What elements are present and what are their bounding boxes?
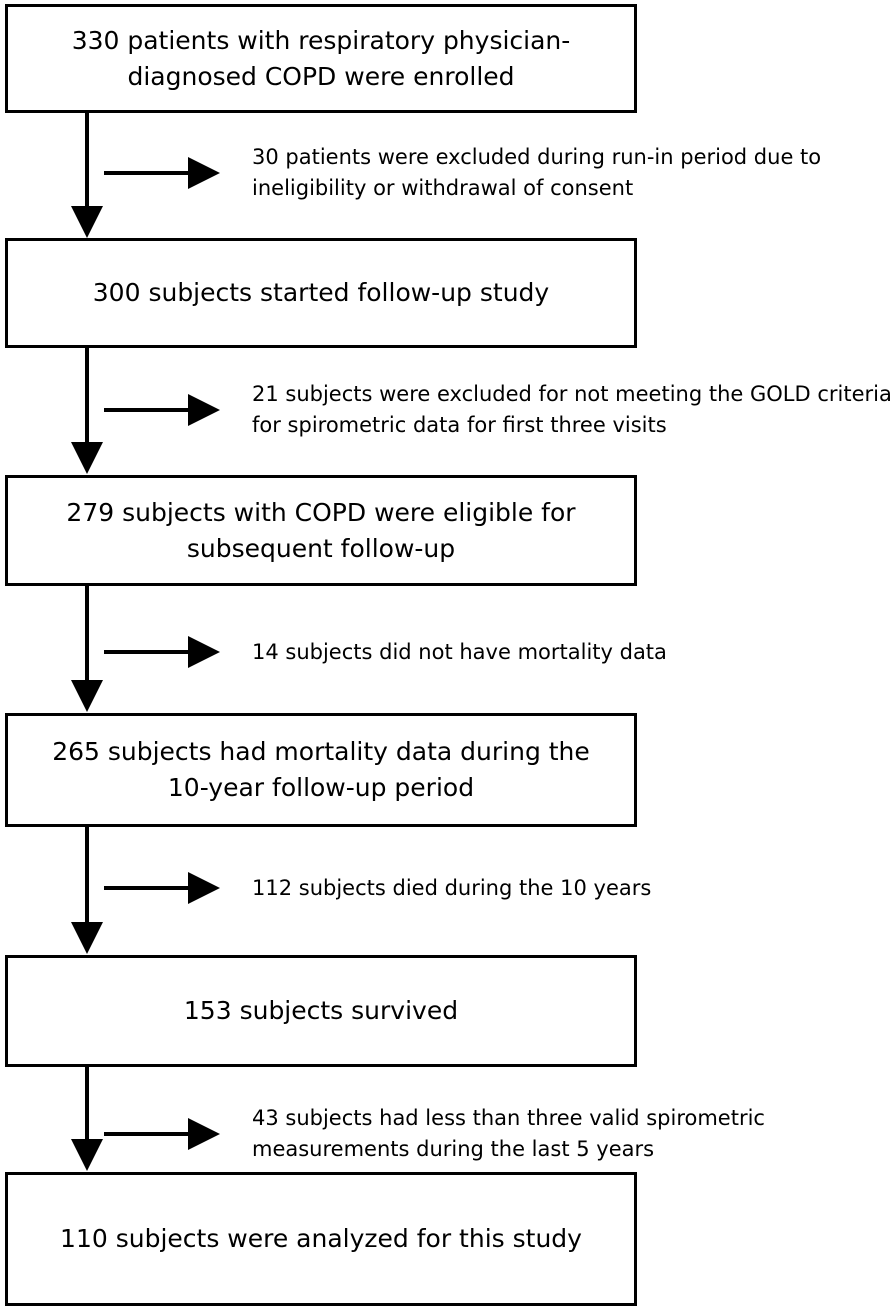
box-mortality: 265 subjects had mortality data during t… — [5, 713, 637, 827]
exclusion-gold: 21 subjects were excluded for not meetin… — [252, 379, 892, 441]
box-enrolled: 330 patients with respiratory physician-… — [5, 4, 637, 113]
exclusion-spirometric: 43 subjects had less than three valid sp… — [252, 1103, 852, 1165]
exclusion-no-mortality: 14 subjects did not have mortality data — [252, 637, 667, 668]
box-eligible-text: 279 subjects with COPD were eligible for… — [66, 497, 576, 563]
box-eligible: 279 subjects with COPD were eligible for… — [5, 475, 637, 586]
exclusion-died-text: 112 subjects died during the 10 years — [252, 876, 652, 900]
box-started-text: 300 subjects started follow-up study — [92, 278, 550, 307]
exclusion-died: 112 subjects died during the 10 years — [252, 873, 651, 904]
box-started: 300 subjects started follow-up study — [5, 238, 637, 348]
box-survived-text: 153 subjects survived — [183, 996, 459, 1025]
exclusion-run-in-text: 30 patients were excluded during run-in … — [252, 145, 822, 200]
box-survived: 153 subjects survived — [5, 955, 637, 1067]
box-enrolled-text: 330 patients with respiratory physician-… — [71, 25, 571, 91]
box-analyzed-text: 110 subjects were analyzed for this stud… — [60, 1224, 582, 1253]
box-analyzed: 110 subjects were analyzed for this stud… — [5, 1172, 637, 1306]
exclusion-gold-text: 21 subjects were excluded for not meetin… — [252, 382, 892, 437]
exclusion-spirometric-text: 43 subjects had less than three valid sp… — [252, 1106, 765, 1161]
exclusion-run-in: 30 patients were excluded during run-in … — [252, 142, 852, 204]
exclusion-no-mortality-text: 14 subjects did not have mortality data — [252, 640, 667, 664]
box-mortality-text: 265 subjects had mortality data during t… — [52, 737, 590, 802]
